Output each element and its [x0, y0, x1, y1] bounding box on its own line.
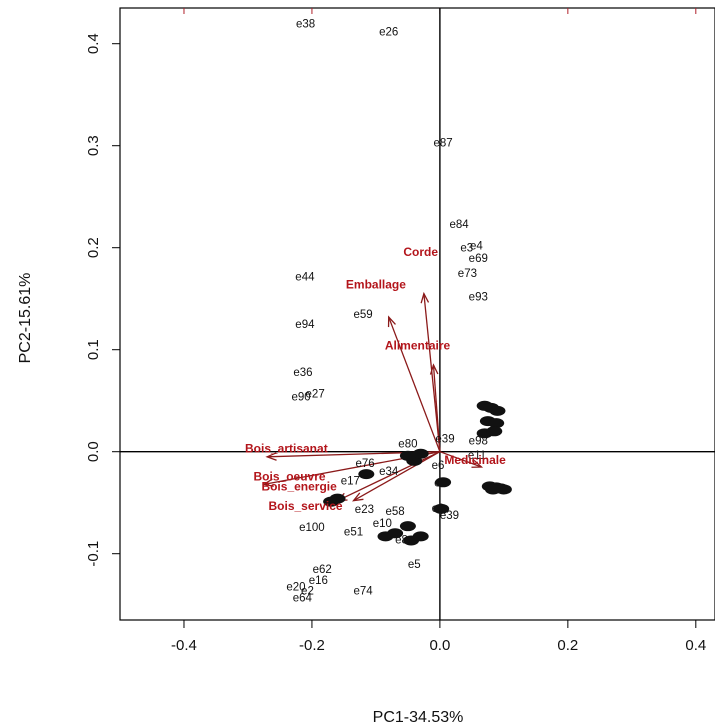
x-tick-label: -0.4 — [171, 637, 197, 654]
observation-point — [489, 405, 506, 416]
observation-label: e74 — [354, 585, 374, 597]
variable-arrow — [353, 451, 441, 502]
y-tick-label: 0.1 — [85, 339, 102, 360]
observation-label: e3 — [460, 243, 473, 255]
observation-label: e93 — [469, 292, 488, 304]
observation-point — [399, 450, 416, 461]
y-tick-label: 0.4 — [85, 33, 102, 54]
observation-label: e16 — [309, 575, 328, 587]
observation-point — [412, 448, 429, 459]
variable-arrow — [432, 364, 441, 452]
observation-label: e4 — [470, 241, 483, 253]
arrow-head — [420, 291, 430, 304]
observation-point — [329, 493, 346, 504]
arrow-head — [387, 315, 396, 328]
observation-point — [484, 484, 501, 495]
observation-label: e20 — [286, 581, 305, 593]
observation-point — [358, 469, 375, 480]
x-axis-label: PC1-34.53% — [373, 709, 464, 726]
arrow-head — [471, 459, 484, 468]
observation-label: e59 — [354, 309, 373, 321]
observation-label: e23 — [355, 504, 374, 516]
observation-label: e11 — [468, 450, 486, 462]
observation-label: e26 — [379, 26, 398, 38]
observation-label: e84 — [449, 219, 469, 231]
observation-label: e39 — [435, 433, 454, 445]
plot-frame — [119, 7, 715, 621]
observation-label: e94 — [295, 319, 315, 331]
observation-label: e6 — [432, 460, 445, 472]
observation-label: e100 — [299, 522, 325, 534]
observation-label: e17 — [341, 475, 360, 487]
variable-arrow — [388, 316, 441, 452]
observation-label: e64 — [293, 593, 313, 605]
variable-arrow — [439, 451, 482, 468]
x-tick-label: 0.2 — [557, 637, 578, 654]
y-tick-label: 0.3 — [85, 135, 102, 156]
observation-point — [488, 418, 505, 429]
variable-label: Emballage — [346, 278, 406, 292]
arrow-head — [265, 452, 277, 461]
observation-point — [387, 528, 404, 539]
observation-label: e2 — [301, 585, 314, 597]
observation-label: e51 — [344, 526, 363, 538]
observation-label: e87 — [433, 138, 452, 150]
observation-label: e73 — [458, 268, 477, 280]
y-axis: -0.1 0.0 0.1 0.2 0.3 0.4 — [85, 33, 120, 567]
observation-label: e58 — [386, 506, 405, 518]
observation-label: e38 — [296, 18, 315, 30]
x-tick-label: -0.2 — [299, 637, 325, 654]
variable-label: Alimentaire — [385, 339, 451, 353]
arrow-head — [262, 478, 274, 487]
x-tick-label: 0.4 — [685, 637, 706, 654]
observation-label: e62 — [313, 564, 332, 576]
observation-label: e76 — [355, 458, 374, 470]
y-tick-label: 0.0 — [85, 441, 102, 462]
variable-label: Medicinale — [444, 453, 506, 467]
variable-label: Bois_service — [269, 499, 343, 513]
observation-label: e5 — [408, 559, 421, 571]
variable-label: Corde — [403, 245, 438, 259]
y-tick-label: 0.2 — [85, 237, 102, 258]
x-tick-label: 0.0 — [429, 637, 450, 654]
arrow-head — [351, 492, 364, 502]
observation-label: e98 — [469, 435, 488, 447]
variable-labels: Corde Emballage Alimentaire Medicinale Bois_… — [245, 245, 506, 513]
arrow-head — [429, 363, 439, 375]
observation-label: e44 — [295, 271, 315, 283]
variable-label: Bois_oeuvre — [254, 469, 326, 483]
y-axis-label: PC2-15.61% — [17, 273, 34, 364]
variable-arrow — [423, 293, 441, 452]
observation-label: e90 — [291, 392, 310, 404]
observation-point — [399, 521, 416, 532]
observation-label: e80 — [398, 439, 417, 451]
x-axis: -0.4 -0.2 0.0 0.2 0.4 — [171, 620, 706, 654]
observation-label: e27 — [306, 389, 325, 401]
variable-label: Bois_energie — [261, 479, 337, 493]
variable-arrow — [337, 451, 441, 502]
observation-point — [486, 426, 503, 437]
observation-point — [412, 531, 429, 542]
observation-point — [435, 477, 452, 488]
y-tick-label: -0.1 — [85, 541, 102, 567]
observation-label: e10 — [373, 518, 392, 530]
variable-label: Bois_artisanat — [245, 442, 328, 456]
observation-label: e36 — [293, 367, 312, 379]
observation-label: e34 — [379, 466, 399, 478]
observation-label: e69 — [469, 253, 488, 265]
observation-point — [433, 503, 450, 514]
